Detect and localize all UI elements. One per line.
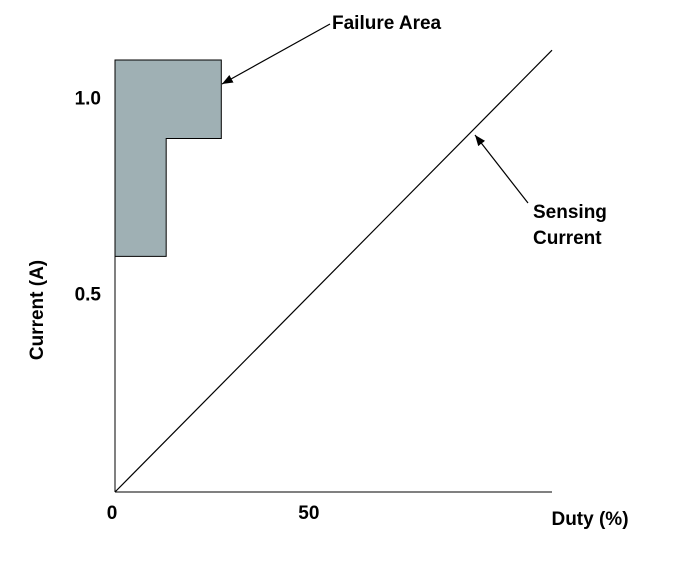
y-axis-label: Current (A) [27, 260, 48, 360]
x-tick-label: 50 [298, 503, 319, 524]
x-axis-label: Duty (%) [551, 509, 628, 530]
annotation: Current [533, 228, 602, 249]
x-tick-label: 0 [107, 503, 118, 524]
annotation-arrow [221, 23, 331, 85]
failure-area [114, 59, 222, 257]
y-tick-label: 1.0 [75, 88, 101, 109]
sensing-current-line [114, 49, 553, 493]
annotation: Sensing [533, 202, 607, 223]
y-tick-label: 0.5 [75, 285, 102, 306]
annotation-arrow [474, 134, 529, 204]
annotation: Failure Area [332, 13, 442, 34]
